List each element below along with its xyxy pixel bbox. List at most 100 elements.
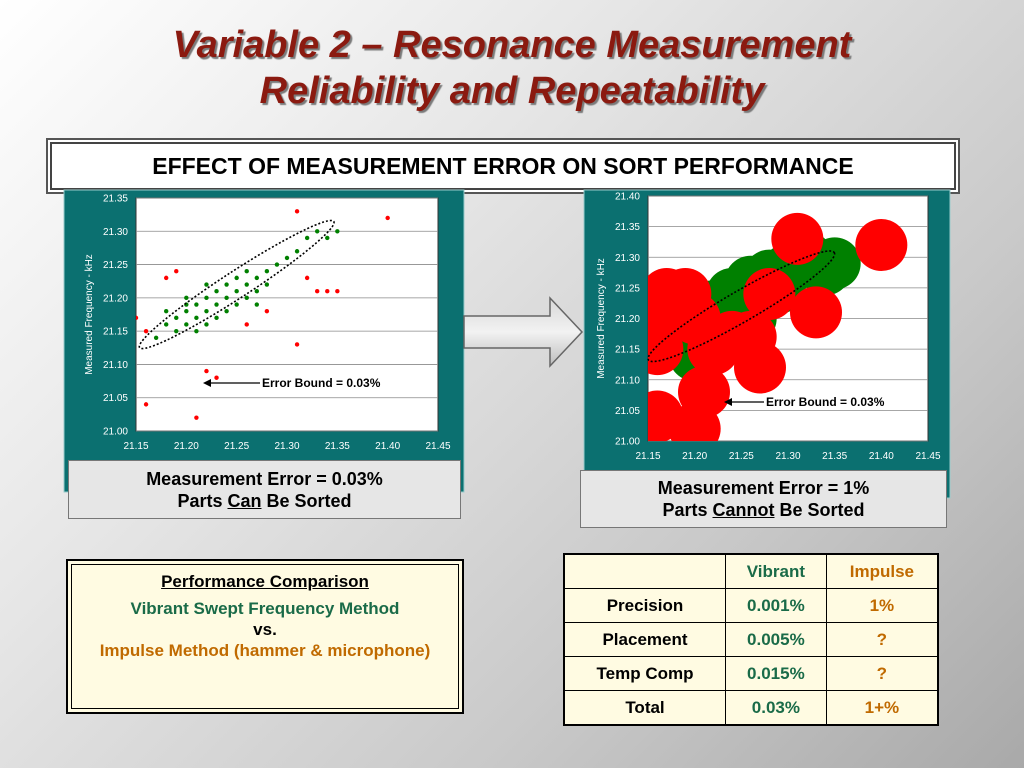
point-in-spec (808, 237, 861, 290)
point-in-spec (254, 289, 259, 294)
table-header-empty (563, 553, 726, 589)
table-cell-metric: Total (563, 690, 726, 726)
point-in-spec (264, 282, 270, 287)
x-tick-label: 21.30 (274, 441, 299, 452)
caption-high-error-pre: Parts (662, 500, 713, 520)
y-tick-label: 21.25 (615, 283, 640, 294)
point-out-of-spec (790, 286, 842, 339)
error-bound-ellipse (647, 250, 836, 363)
caption-high-error-line2: Parts Cannot Be Sorted (581, 499, 946, 521)
section-banner: EFFECT OF MEASUREMENT ERROR ON SORT PERF… (50, 142, 956, 190)
point-in-spec (184, 295, 189, 301)
caption-low-error-pre: Parts (177, 490, 228, 511)
point-in-spec (174, 315, 179, 321)
chart-high-error-svg: 21.00 21.05 21.10 21.15 21.20 21.25 21.30 21.35… (583, 189, 951, 499)
point-in-spec (194, 315, 199, 321)
y-tick-label: 21.00 (103, 427, 128, 438)
performance-heading: Performance Comparison (161, 572, 369, 591)
point-in-spec (194, 328, 199, 334)
point-out-of-spec (335, 289, 340, 294)
x-tick-label: 21.30 (775, 451, 800, 462)
table-cell-metric: Temp Comp (563, 656, 726, 691)
point-in-spec (184, 322, 189, 327)
point-in-spec (284, 255, 290, 261)
method-vibrant: Vibrant Swept Frequency Method (130, 599, 400, 618)
point-in-spec (214, 315, 219, 321)
method-impulse: Impulse Method (hammer & microphone) (99, 641, 431, 660)
x-tick-label: 21.45 (425, 441, 450, 452)
point-out-of-spec (304, 275, 310, 281)
point-in-spec (304, 235, 310, 241)
x-tick-label: 21.25 (224, 441, 249, 452)
y-tick-label: 21.15 (615, 345, 640, 356)
y-axis-label: Measured Frequency - kHz (84, 254, 95, 375)
point-in-spec (214, 289, 219, 294)
table-cell-vibrant: 0.001% (725, 588, 827, 623)
point-in-spec (214, 302, 219, 307)
title-line-1: Variable 2 – Resonance Measurement (172, 24, 852, 66)
table-header-row: Vibrant Impulse (563, 553, 939, 589)
table-cell-impulse: 1+% (825, 690, 939, 726)
chart-high-error: 21.00 21.05 21.10 21.15 21.20 21.25 21.30 21.35… (583, 189, 951, 499)
annotation-arrowhead (724, 398, 732, 406)
table-cell-metric: Placement (563, 622, 726, 657)
annotation-label: Error Bound = 0.03% (766, 395, 885, 409)
point-out-of-spec (648, 323, 684, 376)
point-out-of-spec (385, 215, 390, 221)
point-in-spec (254, 275, 259, 281)
point-in-spec (335, 229, 340, 234)
table-row: Precision 0.001% 1% (563, 588, 939, 623)
table-row: Placement 0.005% ? (563, 622, 939, 657)
point-out-of-spec (771, 212, 824, 265)
point-in-spec (164, 322, 169, 327)
chart-low-error-svg: 21.00 21.05 21.10 21.15 21.20 21.25 21.30 21.35… (63, 189, 465, 493)
point-in-spec (204, 308, 209, 314)
point-out-of-spec (294, 342, 300, 347)
caption-high-error: Measurement Error = 1% Parts Cannot Be S… (580, 470, 947, 528)
y-tick-label: 21.15 (103, 327, 128, 338)
x-tick-label: 21.15 (635, 451, 660, 462)
y-tick-label: 21.40 (615, 192, 640, 203)
point-in-spec (274, 262, 280, 267)
x-tick-label: 21.25 (729, 451, 754, 462)
caption-high-error-line1: Measurement Error = 1% (657, 478, 870, 498)
point-out-of-spec (734, 341, 786, 394)
caption-high-error-emph: Cannot (712, 500, 775, 520)
point-in-spec (204, 295, 209, 301)
table-row: Temp Comp 0.015% ? (563, 656, 939, 691)
plot-area (135, 197, 439, 432)
table-header-impulse: Impulse (825, 553, 939, 589)
point-in-spec (294, 249, 300, 254)
y-tick-label: 21.05 (103, 393, 128, 404)
point-out-of-spec (136, 315, 139, 321)
point-out-of-spec (194, 415, 199, 420)
y-tick-label: 21.30 (103, 227, 128, 238)
point-out-of-spec (687, 323, 740, 376)
point-out-of-spec (143, 328, 149, 334)
point-in-spec (264, 269, 270, 274)
y-axis-label: Measured Frequency - kHz (596, 258, 607, 379)
point-in-spec (153, 335, 159, 340)
y-tick-label: 21.20 (615, 314, 640, 325)
caption-low-error-post: Be Sorted (261, 490, 352, 511)
point-in-spec (184, 308, 189, 314)
point-out-of-spec (264, 308, 270, 314)
y-tick-label: 21.35 (615, 222, 640, 233)
point-in-spec (224, 308, 229, 314)
performance-comparison-box: Performance Comparison Vibrant Swept Fre… (66, 559, 464, 714)
x-tick-label: 21.45 (915, 451, 940, 462)
point-out-of-spec (315, 289, 320, 294)
y-tick-label: 21.05 (615, 406, 640, 417)
y-tick-label: 21.10 (615, 375, 640, 386)
x-tick-label: 21.35 (325, 441, 350, 452)
point-in-spec (224, 295, 229, 301)
y-tick-label: 21.25 (103, 260, 128, 271)
caption-high-error-post: Be Sorted (774, 500, 865, 520)
x-tick-label: 21.20 (682, 451, 707, 462)
x-tick-label: 21.40 (375, 441, 400, 452)
annotation-label: Error Bound = 0.03% (262, 376, 381, 390)
point-out-of-spec (174, 269, 179, 274)
point-in-spec (315, 229, 320, 234)
point-out-of-spec (244, 322, 249, 327)
data-points (136, 209, 390, 420)
